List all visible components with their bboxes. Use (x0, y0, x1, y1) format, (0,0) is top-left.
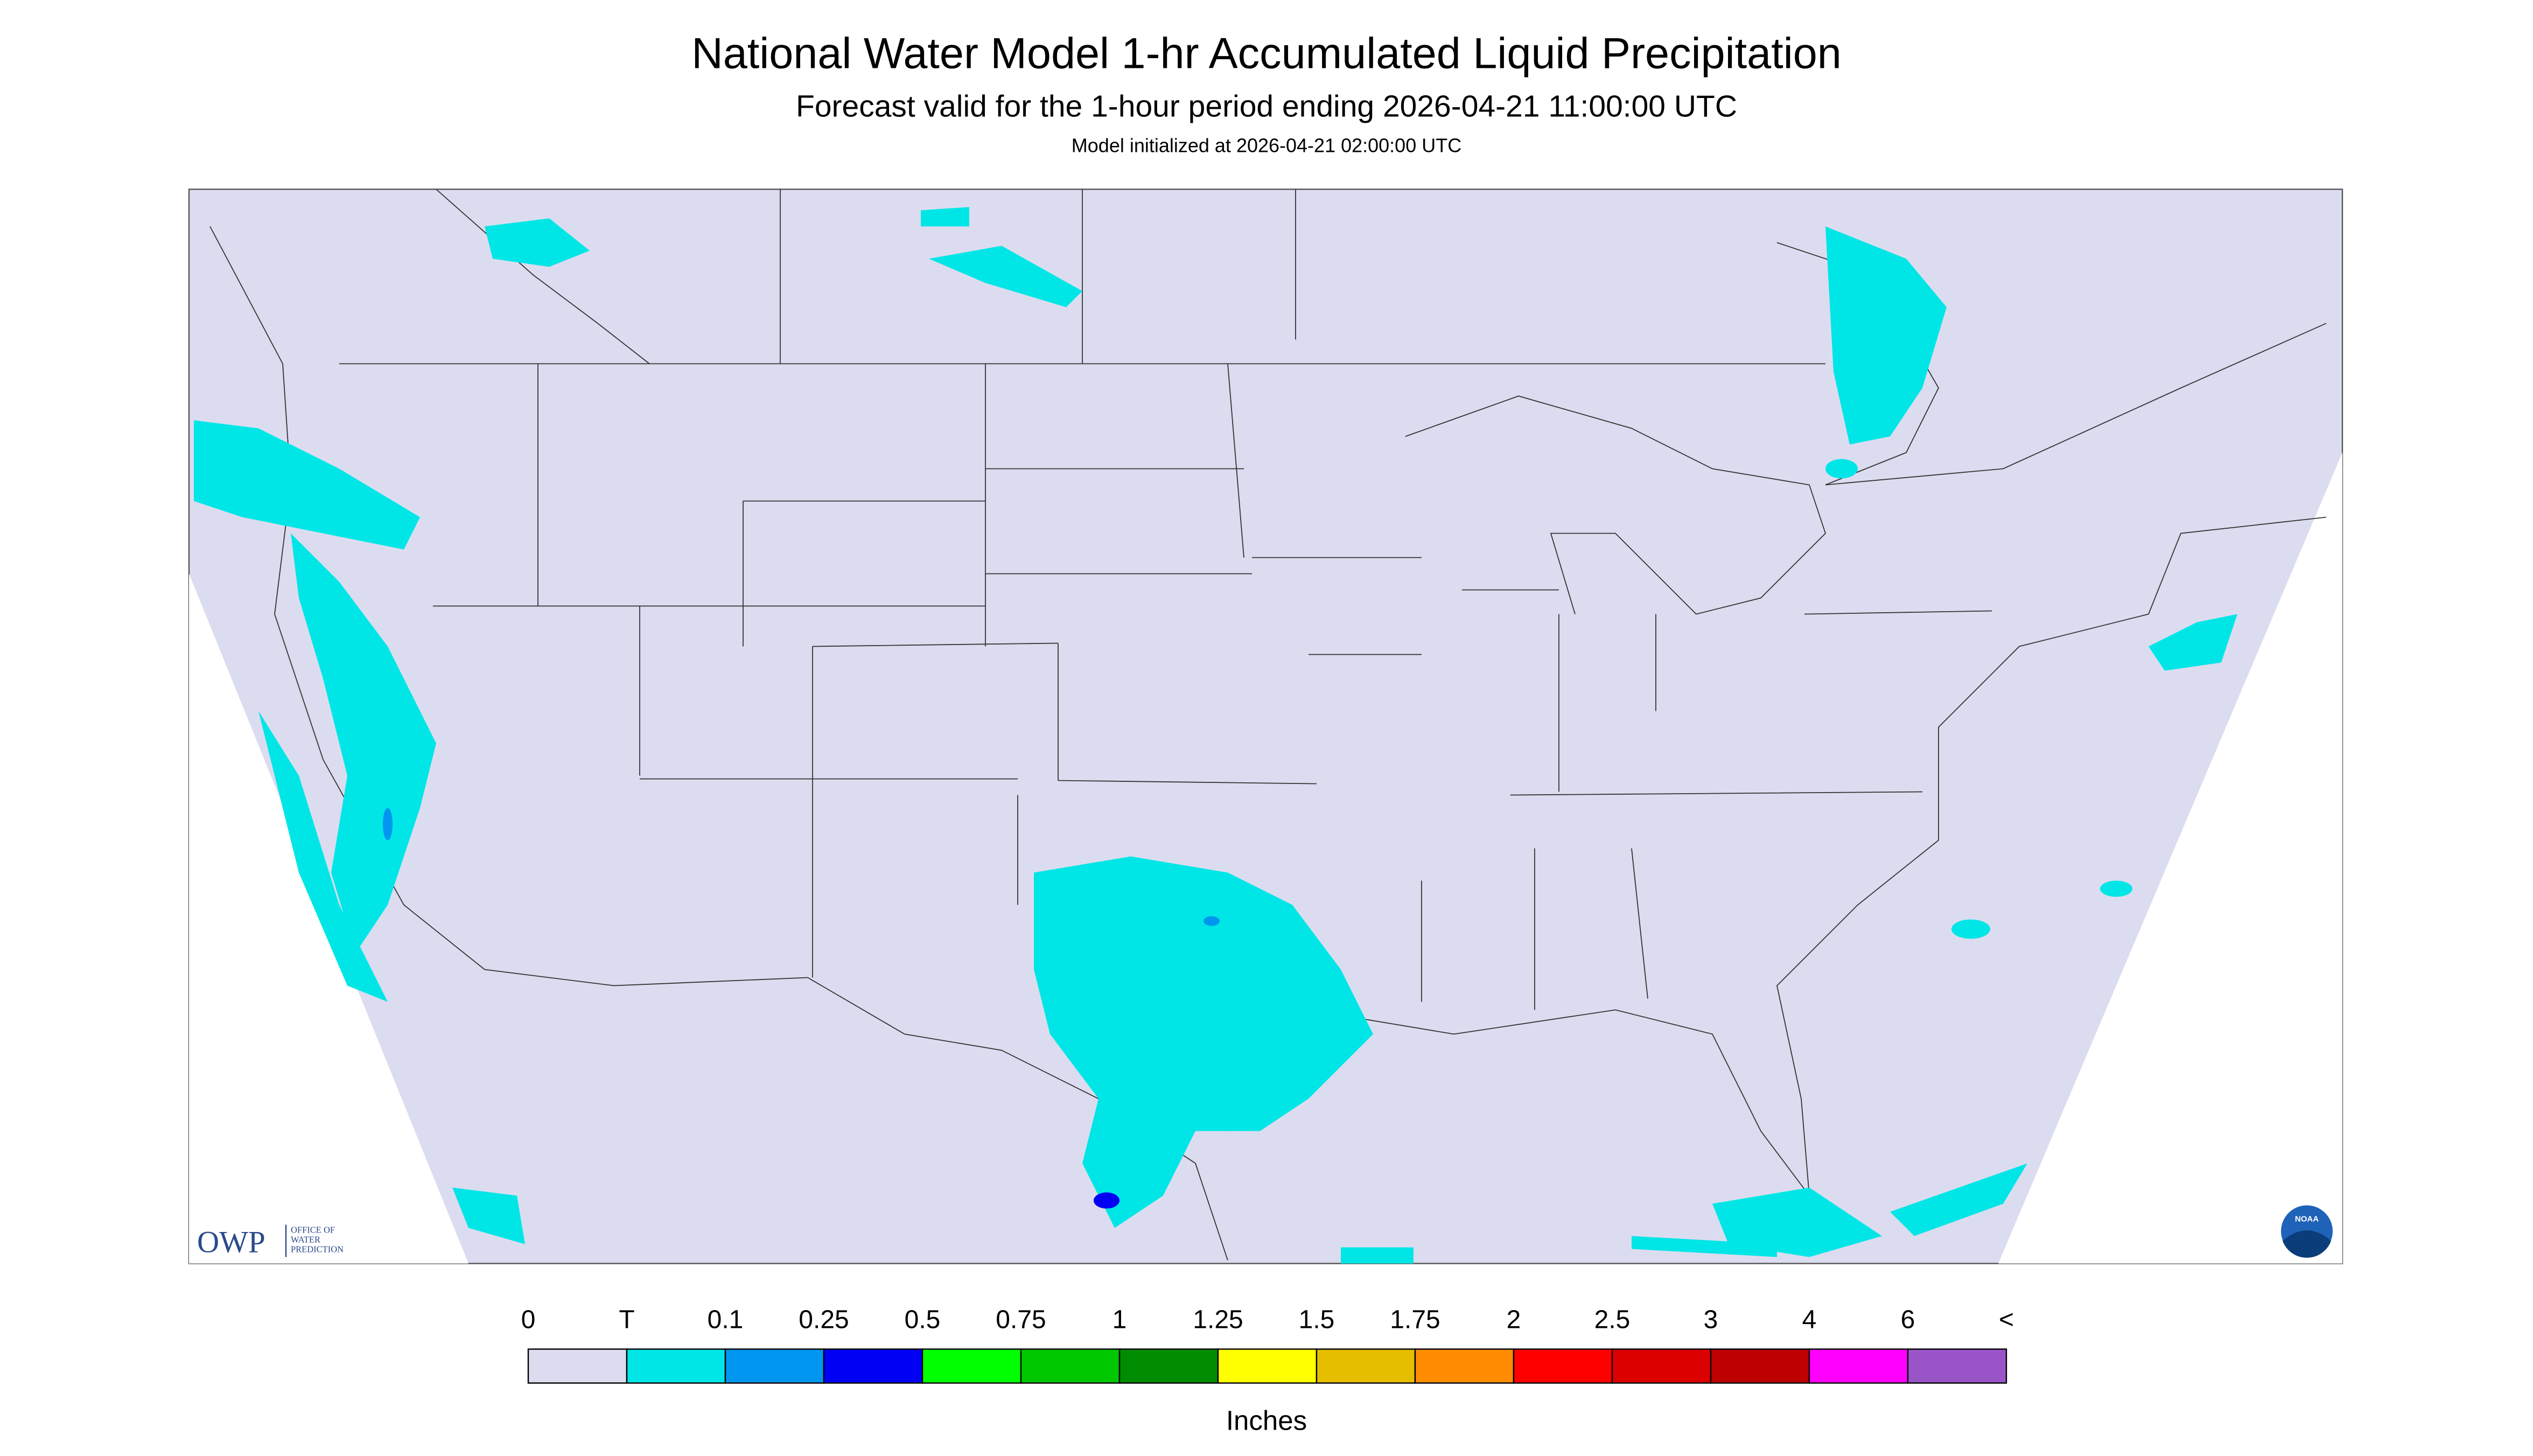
legend-swatch (1118, 1348, 1219, 1384)
owp-logo: OWP OFFICE OF WATER PREDICTION (197, 1224, 344, 1259)
legend-label: 0 (521, 1306, 536, 1334)
legend-swatch (1020, 1348, 1121, 1384)
legend-label: 0.5 (905, 1306, 941, 1334)
logo-line: PREDICTION (291, 1244, 344, 1255)
legend-label: 4 (1802, 1306, 1817, 1334)
legend-label: 2.5 (1594, 1306, 1631, 1334)
title: National Water Model 1-hr Accumulated Li… (691, 30, 1842, 78)
legend: 0 T 0.1 0.25 0.5 0.75 1 1.25 1.5 1.75 2 2.5 3 4 6 < (521, 1306, 2014, 1384)
init-note: Model initialized at 2026-04-21 02:00:00… (1072, 135, 1461, 157)
legend-swatch (1710, 1348, 1810, 1384)
logo-line: OFFICE OF (291, 1225, 335, 1235)
legend-swatch (921, 1348, 1022, 1384)
legend-swatch (1513, 1348, 1613, 1384)
legend-label: 1.5 (1299, 1306, 1335, 1334)
legend-swatch (1414, 1348, 1515, 1384)
legend-label: 2 (1507, 1306, 1521, 1334)
legend-swatch (724, 1348, 825, 1384)
legend-label: 0.25 (799, 1306, 849, 1334)
legend-swatch (1808, 1348, 1909, 1384)
logo-line: WATER (291, 1235, 320, 1245)
legend-label: 1.25 (1193, 1306, 1243, 1334)
noaa-logo: NOAA (2281, 1205, 2333, 1258)
legend-swatch (823, 1348, 923, 1384)
legend-swatch (1217, 1348, 1318, 1384)
legend-label: 3 (1704, 1306, 1718, 1334)
legend-swatch (1611, 1348, 1712, 1384)
legend-swatch (1316, 1348, 1416, 1384)
legend-swatch (1907, 1348, 2007, 1384)
legend-swatch (527, 1348, 628, 1384)
legend-label: 0.1 (708, 1306, 744, 1334)
projection-edge (1998, 452, 2342, 1264)
legend-label: 0.75 (996, 1306, 1046, 1334)
subtitle: Forecast valid for the 1-hour period end… (796, 89, 1737, 124)
map: OWP OFFICE OF WATER PREDICTION NOAA (188, 188, 2343, 1264)
legend-swatch (626, 1348, 726, 1384)
legend-label: < (1999, 1306, 2014, 1334)
legend-units: Inches (1226, 1405, 1307, 1436)
legend-label: 6 (1901, 1306, 1915, 1334)
legend-label: T (619, 1306, 634, 1334)
noaa-text: NOAA (2295, 1215, 2319, 1224)
precipitation-areas (194, 207, 2237, 1264)
legend-label: 1.75 (1390, 1306, 1440, 1334)
legend-label: 1 (1112, 1306, 1127, 1334)
logo-abbr: OWP (197, 1226, 265, 1259)
